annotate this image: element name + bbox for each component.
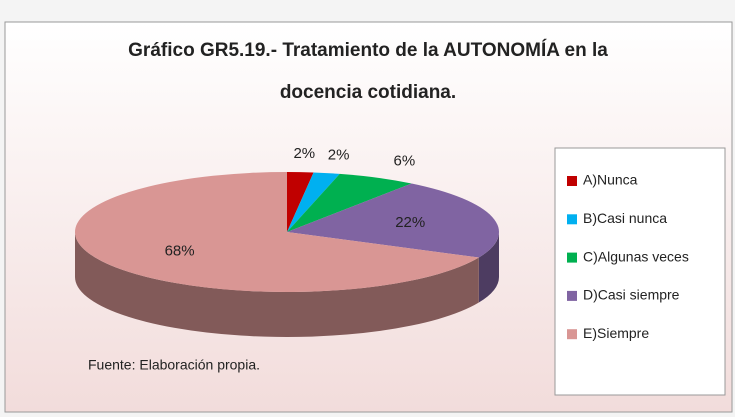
pie-slice xyxy=(287,172,314,232)
annotation: Fuente: Elaboración propia. xyxy=(88,357,260,373)
legend-label: D)Casi siempre xyxy=(583,287,680,303)
legend xyxy=(554,147,726,396)
data-label: 6% xyxy=(394,152,416,169)
legend-swatch xyxy=(567,214,577,225)
legend-label: C)Algunas veces xyxy=(583,248,689,264)
legend-label: E)Siempre xyxy=(583,325,649,341)
pie-slice xyxy=(287,172,340,232)
data-label: 2% xyxy=(328,146,350,163)
data-label: 68% xyxy=(165,242,195,259)
pie-slice xyxy=(287,173,412,232)
data-label: 2% xyxy=(293,145,315,162)
legend-swatch xyxy=(567,176,577,186)
legend-label: B)Casi nunca xyxy=(583,210,667,226)
chart-title: docencia cotidiana. xyxy=(280,82,456,103)
legend-label: A)Nunca xyxy=(583,172,638,188)
data-label: 22% xyxy=(395,214,425,231)
pie: 2% 2% 6% 22% 68% xyxy=(75,145,499,338)
chart-title: Gráfico GR5.19.- Tratamiento de la AUTON… xyxy=(128,39,608,61)
pie-slice xyxy=(75,172,479,292)
legend-swatch xyxy=(567,290,577,301)
legend-swatch xyxy=(567,252,577,263)
pie-side xyxy=(75,232,479,338)
pie-slice xyxy=(287,183,499,258)
legend-swatch xyxy=(567,329,577,340)
pie-side xyxy=(478,232,499,303)
